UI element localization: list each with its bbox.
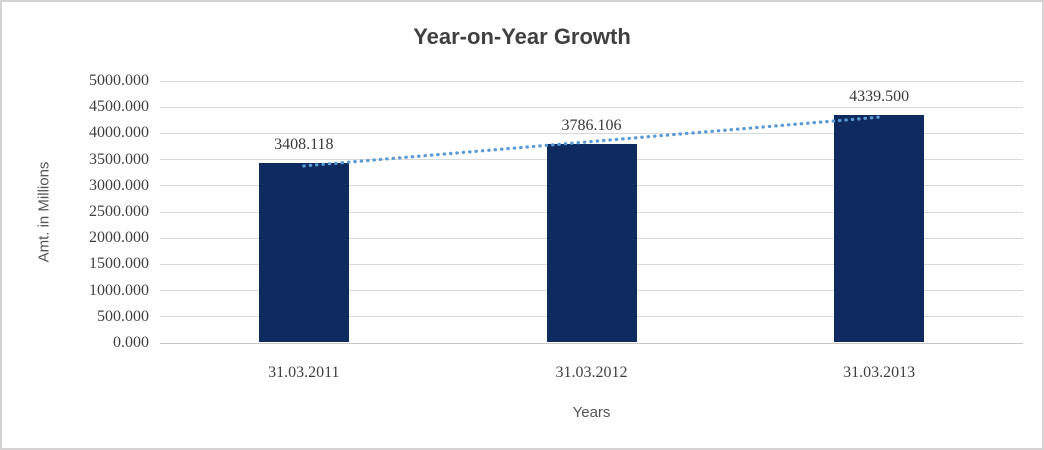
gridline [160, 106, 1023, 108]
category-label: 31.03.2012 [555, 364, 628, 381]
y-tick-label: 5000.000 [89, 72, 149, 89]
y-tick-label: 500.000 [97, 307, 149, 325]
y-tick-label: 4500.000 [89, 98, 149, 116]
plot-area: 3408.118 3786.106 4339.500 [160, 80, 1023, 344]
category-label: 31.03.2011 [268, 364, 340, 381]
bar [258, 163, 349, 342]
category-label: 31.03.2013 [843, 364, 916, 381]
gridline [160, 80, 1023, 82]
chart-title: Year-on-Year Growth [413, 24, 631, 49]
gridline [160, 342, 1023, 344]
y-tick-label: 2500.000 [89, 203, 149, 220]
bar [834, 114, 925, 342]
gridline [160, 132, 1023, 134]
y-tick-label: 3500.000 [89, 150, 149, 168]
y-tick-label: 0.000 [113, 334, 149, 351]
bar-value-label: 3786.106 [561, 116, 622, 134]
y-tick-label: 2000.000 [89, 229, 149, 247]
y-tick-label: 1000.000 [89, 281, 149, 299]
y-tick-label: 3000.000 [89, 176, 149, 194]
bar [546, 143, 637, 342]
y-tick-label: 4000.000 [89, 124, 149, 142]
bar-value-label: 3408.118 [274, 136, 334, 154]
y-tick-label: 1500.000 [89, 255, 149, 273]
trendline [302, 115, 881, 168]
x-axis-title: Years [572, 404, 611, 421]
bar-value-label: 4339.500 [849, 87, 910, 105]
